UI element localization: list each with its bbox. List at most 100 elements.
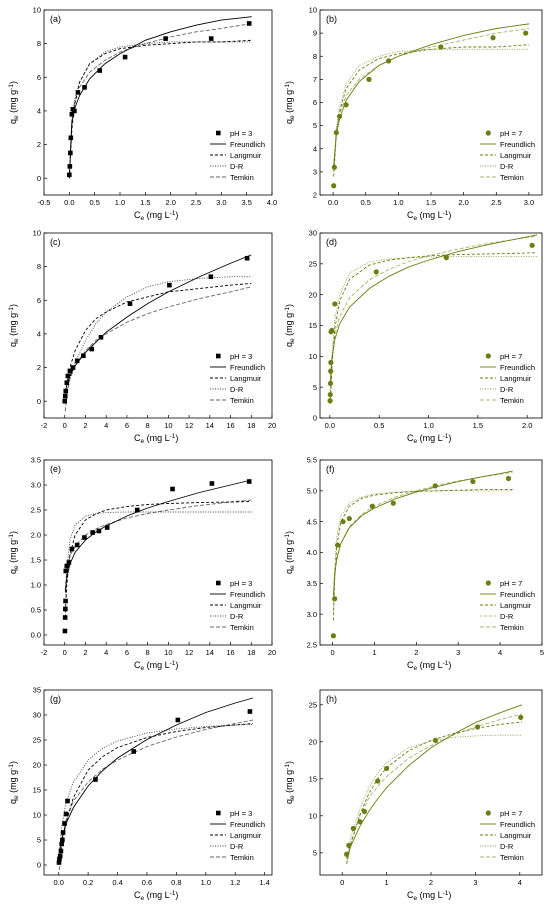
model-curve-dr	[59, 724, 253, 852]
legend-entry: D-R	[500, 612, 514, 621]
x-tick-label: 3	[456, 648, 460, 657]
x-tick-label: 12	[185, 648, 193, 657]
x-tick-label: 8	[146, 648, 150, 657]
data-point	[343, 102, 349, 108]
y-axis-label: qe (mg g-1)	[8, 304, 20, 347]
data-point	[66, 560, 72, 565]
y-tick-label: 1.5	[31, 556, 41, 565]
legend-marker	[216, 130, 221, 136]
data-point	[97, 68, 103, 73]
x-tick-label: 1.0	[201, 878, 211, 887]
x-tick-label: 18	[247, 421, 255, 430]
y-tick-label: 9	[313, 29, 317, 38]
data-point	[69, 546, 75, 552]
legend-entry: Temkin	[230, 396, 254, 405]
y-axis-label: qe (mg g-1)	[8, 761, 20, 804]
data-point	[330, 633, 337, 639]
x-tick-label: 1	[385, 878, 389, 887]
x-tick-label: 6	[125, 421, 129, 430]
model-curve-temkin	[64, 499, 252, 591]
data-point	[390, 500, 396, 506]
data-point	[328, 359, 334, 366]
data-point	[246, 479, 252, 484]
y-tick-label: 3.0	[307, 610, 317, 619]
y-tick-label: 2	[37, 140, 41, 149]
model-curve-temkin	[332, 471, 513, 602]
y-tick-label: 15	[309, 321, 317, 330]
x-axis-label: Ce (mg L-1)	[407, 433, 451, 445]
data-point	[62, 628, 68, 634]
data-point	[331, 183, 337, 189]
x-tick-label: 2.5	[491, 198, 501, 207]
model-curve-dr	[332, 490, 513, 615]
legend-entry: Freundlich	[500, 820, 535, 829]
data-point	[131, 749, 137, 754]
data-point	[62, 398, 68, 404]
y-tick-label: 8	[37, 262, 41, 271]
x-axis-label: Ce (mg L-1)	[134, 890, 178, 902]
data-point	[247, 709, 253, 714]
x-tick-label: 1.0	[393, 198, 403, 207]
legend-entry: Freundlich	[500, 590, 535, 599]
data-point	[432, 483, 438, 489]
model-curve-freundlich	[59, 697, 254, 853]
legend-marker	[485, 810, 491, 816]
x-tick-label: 0.5	[374, 421, 384, 430]
data-point	[432, 737, 439, 743]
x-tick-label: 2	[83, 648, 87, 657]
y-tick-label: 4	[37, 107, 41, 116]
model-curve-langmuir	[68, 39, 252, 179]
x-tick-label: 16	[226, 421, 234, 430]
y-tick-label: 35	[33, 686, 41, 695]
x-tick-label: 20	[268, 648, 276, 657]
x-tick-label: 4	[498, 648, 502, 657]
model-curve-dr	[333, 48, 529, 168]
y-tick-label: 20	[33, 761, 41, 770]
model-curve-temkin	[69, 23, 252, 153]
model-curve-langmuir	[332, 489, 513, 621]
y-tick-label: 10	[33, 811, 41, 820]
data-point	[328, 368, 334, 374]
x-tick-label: 10	[164, 648, 172, 657]
model-curve-langmuir	[59, 723, 253, 861]
data-point	[331, 164, 337, 170]
x-tick-label: 18	[247, 648, 255, 657]
data-point	[505, 475, 512, 482]
data-point	[59, 841, 64, 847]
legend-entry: Langmuir	[230, 374, 262, 383]
model-curve-langmuir	[329, 252, 538, 404]
data-point	[134, 507, 140, 513]
x-tick-label: 4.0	[267, 198, 277, 207]
y-tick-label: 10	[33, 229, 41, 238]
data-point	[523, 30, 529, 36]
data-point	[375, 778, 381, 784]
x-tick-label: 1.0	[423, 421, 433, 430]
x-tick-label: 12	[185, 421, 193, 430]
x-tick-label: 0.5	[89, 198, 99, 207]
legend-entry: pH = 3	[230, 129, 252, 138]
data-point	[332, 301, 338, 307]
x-tick-label: 0	[63, 648, 67, 657]
x-axis-label: Ce (mg L-1)	[134, 660, 178, 672]
x-tick-label: 8	[146, 421, 150, 430]
x-tick-label: 20	[268, 421, 276, 430]
model-curve-dr	[64, 276, 252, 398]
y-tick-label: 4	[37, 330, 41, 339]
panel-label: (g)	[50, 694, 61, 704]
y-tick-label: 10	[309, 352, 317, 361]
data-point	[327, 380, 334, 387]
model-curve-freundlich	[64, 479, 252, 593]
data-point	[98, 334, 104, 340]
data-point	[327, 391, 333, 398]
data-point	[82, 535, 87, 540]
data-point	[385, 58, 392, 64]
data-point	[75, 90, 81, 95]
model-curve-temkin	[346, 713, 523, 864]
data-point	[57, 853, 63, 859]
legend-entry: D-R	[500, 162, 514, 171]
x-axis-label: Ce (mg L-1)	[134, 210, 178, 222]
legend-entry: Freundlich	[230, 140, 265, 149]
x-axis-label: Ce (mg L-1)	[407, 890, 451, 902]
x-tick-label: 0.6	[142, 878, 152, 887]
data-point	[60, 837, 65, 843]
